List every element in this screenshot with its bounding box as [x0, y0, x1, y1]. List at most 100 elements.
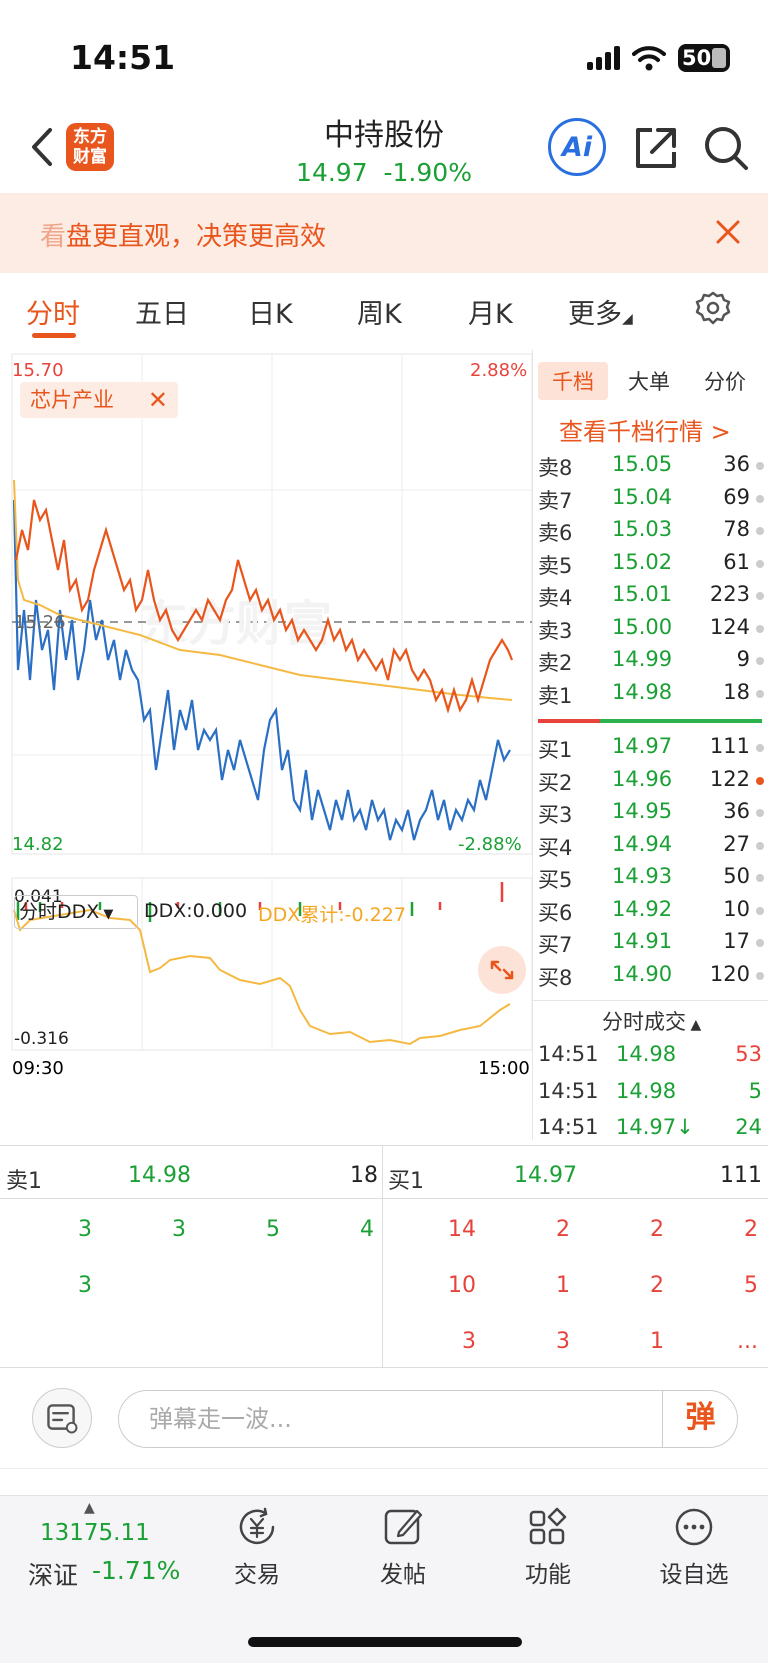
buy-volume: 10: [723, 896, 750, 921]
status-icons: 50: [587, 44, 730, 72]
buy-queue-cell: 14: [448, 1217, 476, 1242]
danmu-input[interactable]: 弹幕走一波...: [118, 1390, 738, 1448]
buy-level-label: 买1: [538, 738, 573, 762]
nav-trade-label: 交易: [234, 1562, 280, 1588]
search-icon[interactable]: [702, 124, 750, 172]
orderbook-buy-row[interactable]: 买6 14.92 10: [538, 897, 764, 930]
gear-icon[interactable]: [694, 290, 732, 328]
trades-divider: [532, 1000, 768, 1001]
indicator-select[interactable]: 分时DDX ▼: [14, 895, 138, 929]
orderbook-buy-row[interactable]: 买5 14.93 50: [538, 864, 764, 897]
intraday-chart[interactable]: 东方财富 15.70 2.88%: [0, 350, 536, 1140]
tab-intraday[interactable]: 分时: [26, 299, 80, 330]
orderbook-sell-row[interactable]: 卖3 15.00 124: [538, 615, 764, 648]
depth-quote-link[interactable]: 查看千档行情 >: [559, 418, 731, 446]
buy-price: 14.96: [612, 766, 673, 791]
close-icon[interactable]: [714, 218, 742, 246]
tag-close-icon[interactable]: ✕: [147, 386, 168, 414]
tab-weekly-k[interactable]: 周K: [357, 299, 402, 330]
buy-queue-cell: 1: [556, 1273, 570, 1298]
buy-queue-cell: 3: [556, 1329, 570, 1354]
level-header-divider: [0, 1198, 768, 1199]
back-button[interactable]: [22, 122, 62, 172]
orderbook-buy-row[interactable]: 买7 14.91 17: [538, 929, 764, 962]
tab-five-day[interactable]: 五日: [135, 299, 189, 330]
orderbook-sell-row[interactable]: 卖1 14.98 18: [538, 680, 764, 713]
trade-icon: [239, 1507, 275, 1545]
status-dot: [756, 527, 764, 535]
home-indicator: [248, 1637, 522, 1647]
ddx-cumulative-line: [13, 908, 511, 1046]
nav-trade[interactable]: 交易: [212, 1505, 302, 1589]
sell-level-label: 卖2: [538, 651, 573, 675]
chart-watermark: 东方财富: [140, 596, 332, 652]
battery-level: 50: [682, 46, 712, 70]
level-top-divider: [0, 1145, 768, 1146]
edit-icon: [384, 1509, 423, 1545]
time-end-label: 15:00: [478, 1058, 530, 1079]
nav-add-watchlist[interactable]: 设自选: [649, 1505, 739, 1589]
tab-daily-k[interactable]: 日K: [248, 299, 293, 330]
orderbook-sell-row[interactable]: 卖6 15.03 78: [538, 517, 764, 550]
index-change: -1.71%: [92, 1556, 181, 1585]
orderbook-sell-row[interactable]: 卖4 15.01 223: [538, 582, 764, 615]
sell-queue-cell: 3: [172, 1217, 186, 1242]
orderbook-buy-row[interactable]: 买2 14.96 122: [538, 767, 764, 800]
sell-price: 14.99: [612, 647, 673, 671]
price-high-label: 15.70: [12, 360, 64, 381]
orderbook-sell-row[interactable]: 卖2 14.99 9: [538, 647, 764, 680]
buy-queue-cell: ...: [737, 1329, 758, 1354]
tab-price-distribution[interactable]: 分价: [704, 370, 746, 394]
ai-button[interactable]: Ai: [548, 118, 606, 176]
comment-divider: [0, 1468, 768, 1469]
more-icon: [675, 1508, 713, 1546]
level-buy-price: 14.97: [514, 1163, 577, 1188]
stock-price: 14.97 -1.90%: [296, 158, 472, 187]
orderbook-buy-row[interactable]: 买8 14.90 120: [538, 962, 764, 995]
orderbook-sell-row[interactable]: 卖5 15.02 61: [538, 550, 764, 583]
index-name[interactable]: 深证: [28, 1561, 79, 1590]
expand-icon[interactable]: [478, 946, 526, 994]
sector-tag-label: 芯片产业: [30, 388, 114, 412]
ddx-low-label: -0.316: [14, 1029, 69, 1049]
tab-orderbook-depth[interactable]: 千档: [538, 362, 608, 400]
tab-monthly-k[interactable]: 月K: [468, 299, 513, 330]
nav-functions[interactable]: 功能: [503, 1505, 593, 1589]
orderbook-sell-row[interactable]: 卖7 15.04 69: [538, 485, 764, 518]
orderbook-sell-row[interactable]: 卖8 15.05 36: [538, 452, 764, 485]
promo-banner[interactable]: [0, 193, 768, 273]
nav-post-label: 发帖: [380, 1562, 426, 1588]
buy-volume: 17: [723, 929, 750, 953]
status-dot: [756, 971, 764, 980]
buy-level-label: 买5: [538, 868, 573, 892]
orderbook-divider: [532, 350, 533, 1140]
orderbook-buy-row[interactable]: 买3 14.95 36: [538, 799, 764, 832]
sell-level-label: 卖3: [538, 618, 573, 643]
pct-high-label: 2.88%: [470, 360, 527, 381]
index-value[interactable]: 13175.11: [40, 1520, 150, 1546]
sector-tag[interactable]: 芯片产业 ✕: [20, 382, 178, 418]
orderbook-buy-row[interactable]: 买4 14.94 27: [538, 832, 764, 865]
index-collapse-icon[interactable]: ▲: [84, 1500, 95, 1516]
trades-title[interactable]: 分时成交 ▲: [602, 1006, 701, 1036]
danmu-send-button[interactable]: 弹: [662, 1390, 738, 1448]
danmu-settings-icon[interactable]: [32, 1388, 92, 1448]
sell-volume: 9: [736, 647, 750, 671]
trade-volume: 24: [735, 1115, 762, 1139]
share-icon[interactable]: [632, 124, 680, 172]
tab-big-orders[interactable]: 大单: [628, 370, 670, 394]
sell-price: 15.00: [612, 614, 673, 639]
trade-time: 14:51: [538, 1042, 599, 1066]
sell-level-label: 卖1: [538, 683, 573, 708]
pct-low-label: -2.88%: [458, 834, 522, 855]
status-dot: [756, 874, 764, 882]
buy-queue-cell: 2: [744, 1217, 758, 1242]
nav-post[interactable]: 发帖: [358, 1505, 448, 1589]
level-center-divider: [382, 1145, 383, 1367]
dropdown-icon: ▼: [99, 907, 114, 922]
tab-more[interactable]: 更多◢: [568, 292, 633, 331]
level-sell-vol: 18: [350, 1163, 378, 1188]
orderbook-buy-row[interactable]: 买1 14.97 111: [538, 734, 764, 767]
sell-volume: 69: [723, 484, 750, 509]
